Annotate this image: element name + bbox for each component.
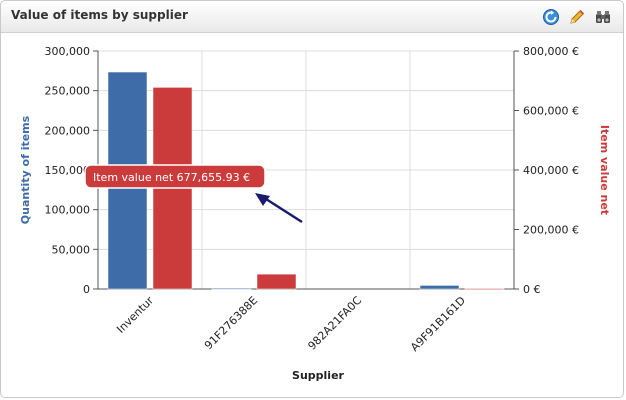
- y-right-tick-label: 400,000 €: [523, 164, 579, 177]
- y-left-tick-label: 100,000: [45, 204, 91, 217]
- binoculars-icon[interactable]: [594, 8, 612, 26]
- bar-quantity: [419, 285, 460, 290]
- annotation-arrow-line: [265, 197, 303, 224]
- bar-value: [256, 273, 297, 290]
- y-left-tick-label: 250,000: [45, 85, 91, 98]
- bar-value: [464, 288, 505, 290]
- x-tick-label: 982A21FA0C: [305, 294, 364, 353]
- x-tick-label: A9F91B161D: [408, 294, 468, 354]
- y-right-axis-title: Item value net: [598, 125, 611, 215]
- x-axis-title: Supplier: [292, 369, 345, 382]
- x-tick-label: 91F276388E: [202, 294, 260, 352]
- edit-pencil-icon[interactable]: [568, 8, 586, 26]
- x-tick-label: Inventur: [114, 294, 156, 336]
- bar-quantity: [211, 288, 252, 290]
- panel-title: Value of items by supplier: [11, 8, 188, 22]
- y-right-tick-label: 600,000 €: [523, 105, 579, 118]
- y-right-tick-label: 0 €: [523, 283, 541, 296]
- y-left-tick-label: 50,000: [52, 243, 91, 256]
- panel-header: Value of items by supplier: [1, 1, 623, 33]
- tooltip-box: [84, 164, 266, 189]
- y-left-tick-label: 0: [83, 283, 90, 296]
- refresh-icon[interactable]: [542, 8, 560, 26]
- y-left-tick-label: 150,000: [45, 164, 91, 177]
- tooltip-text: Item value net 677,655.93 €: [93, 171, 250, 184]
- y-left-tick-label: 300,000: [45, 45, 91, 58]
- y-right-tick-label: 200,000 €: [523, 224, 579, 237]
- y-right-tick-label: 800,000 €: [523, 45, 579, 58]
- y-left-axis-title: Quantity of items: [19, 115, 32, 224]
- annotation-arrow-head: [255, 193, 270, 206]
- y-left-tick-label: 200,000: [45, 124, 91, 137]
